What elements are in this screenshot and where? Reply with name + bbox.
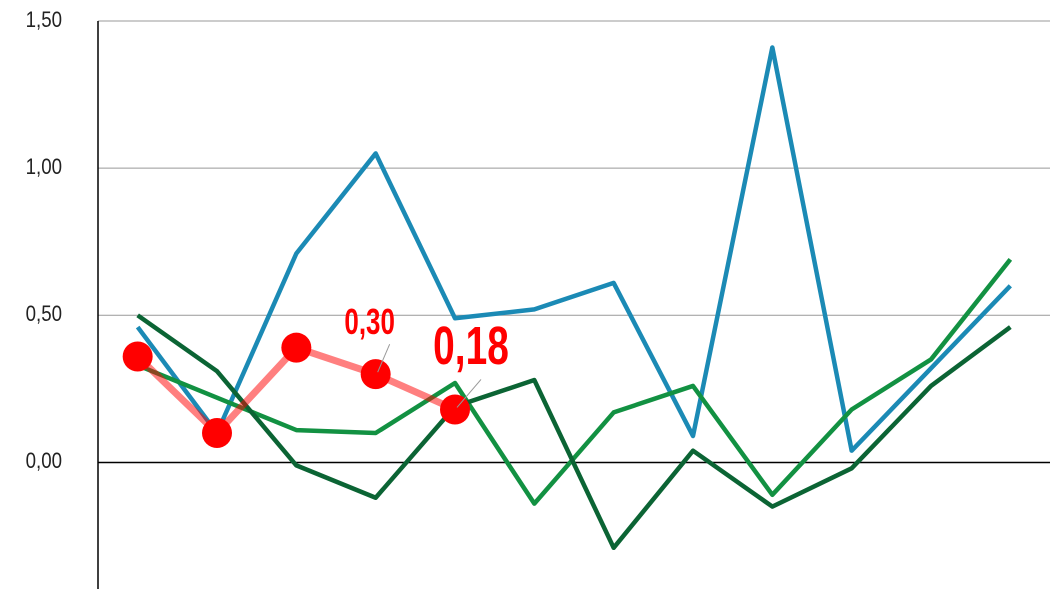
marker — [281, 332, 312, 363]
y-tick-label: 1,00 — [26, 156, 62, 180]
value-label: 0,30 — [344, 302, 394, 342]
marker — [122, 341, 153, 372]
y-tick-label: 1,50 — [26, 8, 62, 32]
marker — [360, 359, 391, 390]
series-line — [136, 313, 1012, 551]
series-line — [136, 257, 1013, 506]
y-tick-label: 0,50 — [26, 303, 62, 327]
leader-line — [377, 343, 391, 373]
value-label: 0,18 — [433, 315, 509, 376]
series-line — [135, 45, 1012, 453]
marker — [202, 418, 232, 449]
y-tick-label: 0,00 — [26, 450, 62, 474]
marker — [440, 394, 470, 425]
leader-line — [456, 379, 482, 408]
